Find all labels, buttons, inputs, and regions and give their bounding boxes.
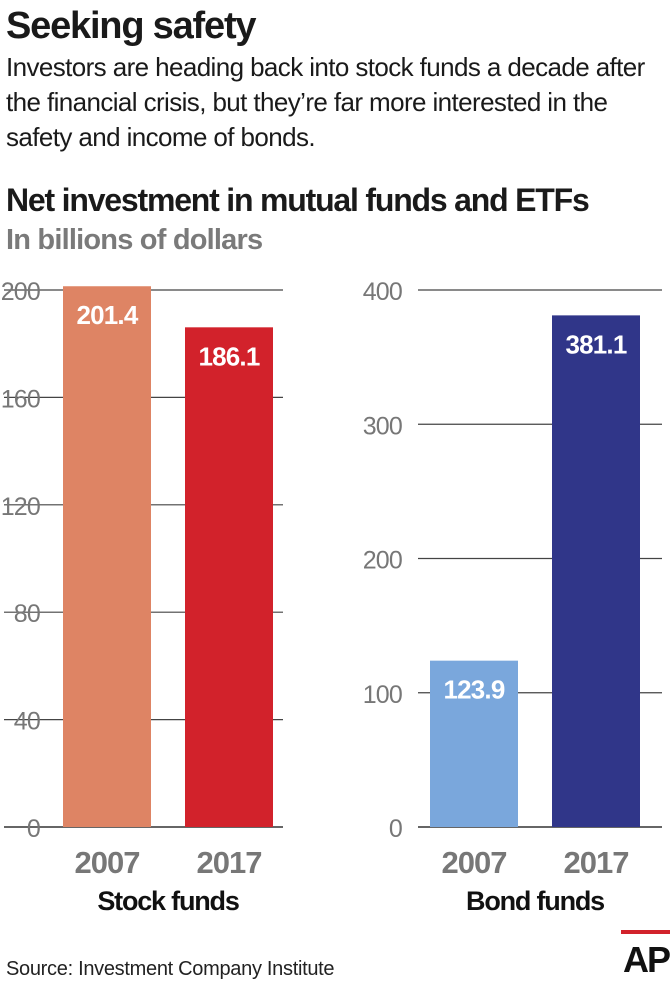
y-tick-label: 160 xyxy=(1,385,40,413)
y-tick-label: 200 xyxy=(1,278,40,306)
y-tick-label: 400 xyxy=(363,278,402,306)
chart-1: 0 100 200 300 400 123.9 2007 381.1 2017 Bond fund… xyxy=(363,278,662,916)
x-category-label: 2017 xyxy=(564,845,629,880)
y-tick-label: 0 xyxy=(27,815,40,843)
bar-value-label: 381.1 xyxy=(565,329,626,359)
x-axis-label: Stock funds xyxy=(97,886,238,916)
bar-2017 xyxy=(185,327,273,827)
bar-2007 xyxy=(63,286,151,828)
bar-value-label: 186.1 xyxy=(198,341,259,371)
svg-text:AP: AP xyxy=(623,939,670,976)
intro-text: Investors are heading back into stock fu… xyxy=(6,52,645,152)
chart-subtitle: In billions of dollars xyxy=(6,224,263,256)
chart-0: 0 40 80 120 160 200 201.4 2007 186.1 2017 Stock fu… xyxy=(1,278,283,916)
y-tick-label: 0 xyxy=(389,815,402,843)
y-tick-label: 300 xyxy=(363,412,402,440)
x-category-label: 2017 xyxy=(197,845,262,880)
y-tick-label: 40 xyxy=(14,708,40,736)
headline: Seeking safety xyxy=(6,5,257,47)
bar-value-label: 201.4 xyxy=(76,300,138,330)
bar-charts: 0 40 80 120 160 200 201.4 2007 186.1 2017 Stock fu… xyxy=(1,278,662,916)
chart-title: Net investment in mutual funds and ETFs xyxy=(6,182,590,218)
x-axis-label: Bond funds xyxy=(466,886,604,916)
bar-2017 xyxy=(552,315,640,827)
y-tick-label: 120 xyxy=(1,493,40,521)
y-tick-label: 80 xyxy=(14,600,40,628)
bar-2007 xyxy=(430,660,518,827)
y-tick-label: 100 xyxy=(363,681,402,709)
bar-value-label: 123.9 xyxy=(443,675,504,705)
ap-logo: AP xyxy=(621,930,670,976)
y-tick-label: 200 xyxy=(363,547,402,575)
x-category-label: 2007 xyxy=(442,845,507,880)
source-note: Source: Investment Company Institute xyxy=(6,958,335,980)
x-category-label: 2007 xyxy=(75,845,140,880)
